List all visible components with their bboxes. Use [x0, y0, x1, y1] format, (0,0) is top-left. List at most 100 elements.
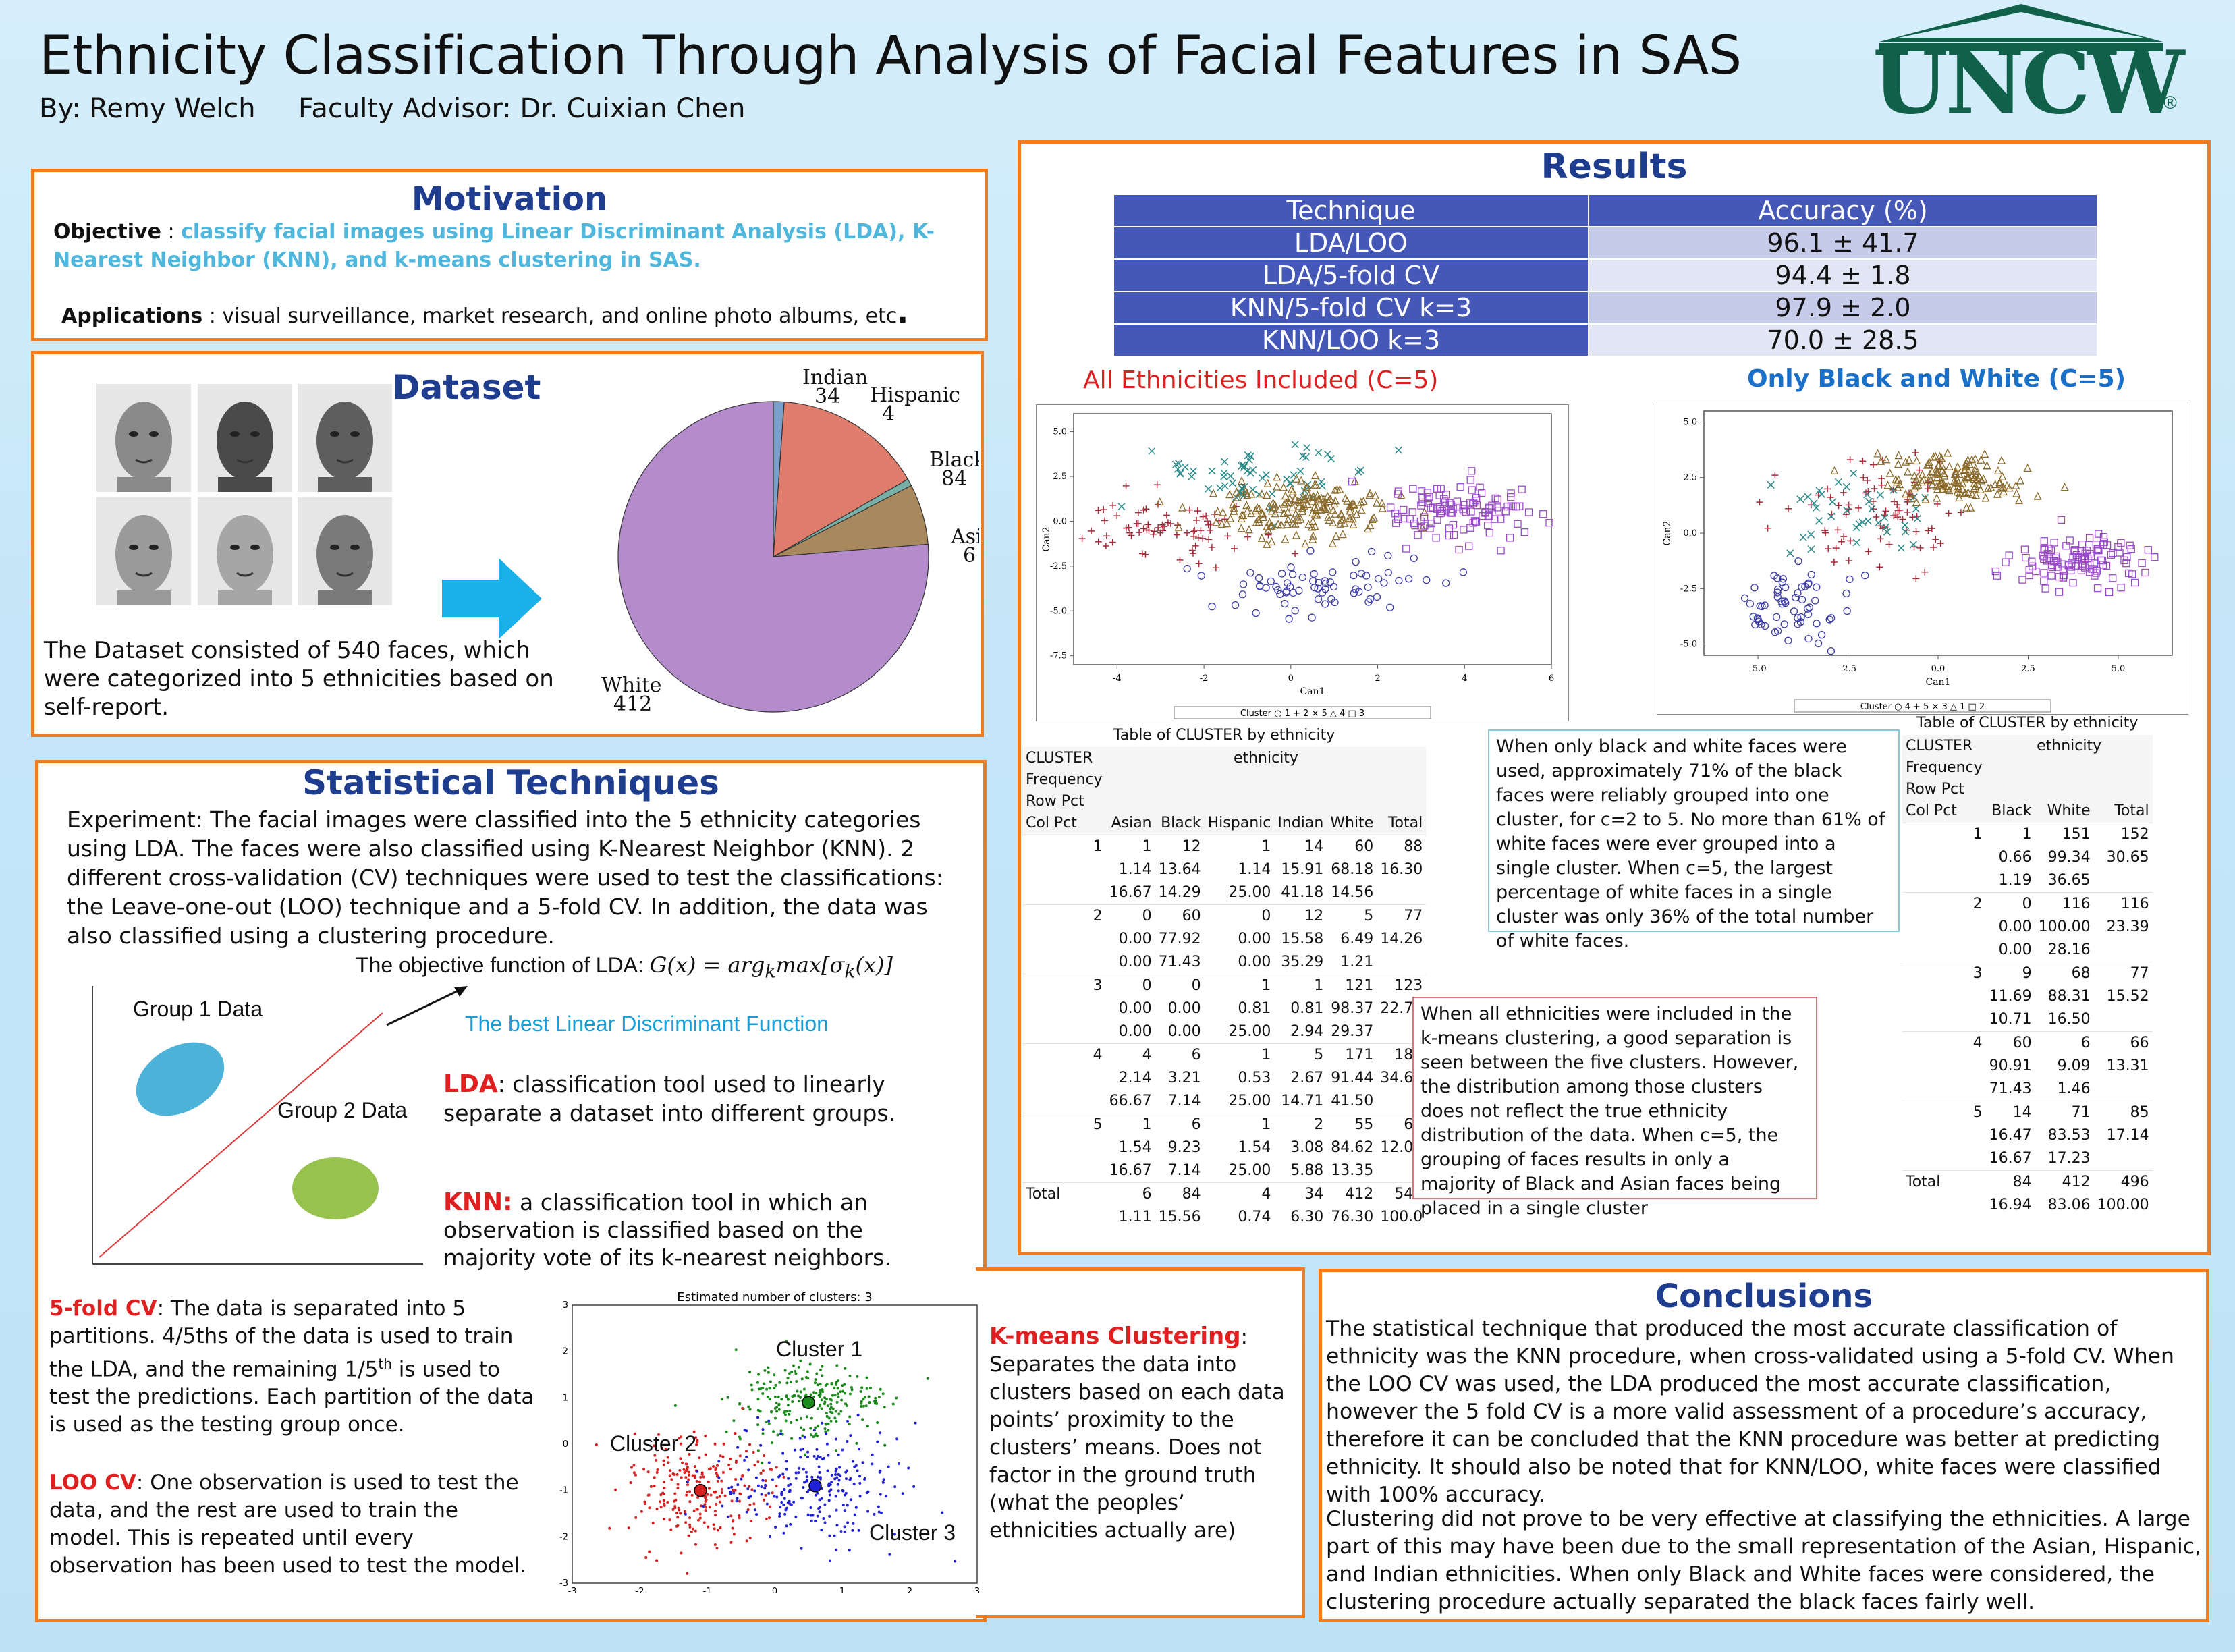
scatter-point [1263, 478, 1272, 487]
scatter-point [1933, 493, 1941, 502]
kmeans-point [809, 1433, 812, 1437]
scatter-point [1465, 542, 1473, 550]
scatter-point [1113, 512, 1121, 520]
scatter-point [2057, 516, 2066, 524]
scatter-point [2093, 545, 2101, 553]
crosstab-cell [2094, 1078, 2153, 1101]
crosstab-cell: 100.00 [2038, 918, 2091, 935]
kmeans-point [794, 1369, 797, 1373]
scatter-point [1232, 487, 1241, 496]
scatter-point [1749, 613, 1757, 621]
kmeans-point [762, 1498, 765, 1502]
kmeans-point [816, 1454, 819, 1458]
kmeans-point [825, 1414, 829, 1418]
kmeans-point [727, 1515, 730, 1518]
scatter-point [1350, 589, 1358, 597]
kmeans-point [695, 1443, 698, 1446]
kmeans-point [799, 1456, 802, 1459]
crosstab-cell: 83.53 [2047, 1127, 2091, 1144]
kmeans-point [794, 1471, 798, 1475]
scatter-point [2078, 561, 2086, 570]
crosstab-black-white: Table of CLUSTER by ethnicity CLUSTER Freq… [1902, 712, 2153, 1217]
kmeans-point [688, 1525, 692, 1529]
technique-header: Technique [1113, 194, 1589, 227]
scatter-point [1794, 557, 1802, 566]
kmeans-point [885, 1495, 888, 1498]
kmeans-point [686, 1490, 689, 1493]
scatter-point [2093, 584, 2102, 593]
scatter-point [1912, 505, 1920, 513]
scatter-point [1937, 478, 1946, 487]
kmeans-point [797, 1365, 800, 1369]
scatter-point [1983, 461, 1991, 470]
scatter-point [1873, 449, 1882, 458]
kmeans-point [844, 1470, 848, 1474]
kmeans-point [819, 1392, 822, 1396]
kmeans-point [713, 1543, 717, 1547]
kmeans-point [669, 1528, 673, 1531]
y-tick-label: 0 [563, 1439, 568, 1450]
kmeans-point [789, 1381, 792, 1384]
kmeans-point [693, 1474, 696, 1477]
crosstab-cell: 14.71 [1281, 1093, 1324, 1109]
crosstab-cell: 55 [1327, 1113, 1377, 1136]
scatter-point [2086, 549, 2094, 558]
kmeans-point [688, 1523, 692, 1526]
x-tick-label: 6 [1549, 673, 1554, 684]
kmeans-point [787, 1484, 790, 1487]
scatter-point [1879, 525, 1887, 532]
scatter-point [1964, 472, 1973, 481]
scatter-point [1183, 529, 1190, 536]
scatter-point [1238, 461, 1246, 469]
table-row: 0.00 100.00 23.39 [1902, 916, 2153, 939]
kmeans-point [827, 1499, 831, 1502]
table-row: 66.67 7.14 25.00 14.71 41.50 [1022, 1090, 1426, 1113]
crosstab-colgroup: ethnicity [1105, 747, 1427, 791]
scatter-point [1943, 448, 1952, 457]
crosstab-cell: 71.43 [1158, 954, 1201, 970]
crosstab-cell: 0.00 [1167, 1023, 1201, 1040]
kmeans-point [829, 1488, 833, 1491]
scatter-point [1304, 520, 1313, 528]
kmeans-point [690, 1493, 694, 1497]
kmeans-point [753, 1464, 756, 1467]
scatter-point [1897, 544, 1905, 552]
crosstab-cluster-label [1022, 881, 1106, 905]
scatter-point [1308, 508, 1317, 517]
scatter-point [1321, 577, 1329, 585]
scatter-point [1212, 564, 1219, 572]
scatter-point [1301, 494, 1310, 503]
crosstab-cell: 1 [1985, 823, 2035, 846]
scatter-point [1136, 528, 1143, 536]
scatter-point [1310, 503, 1319, 512]
kmeans-point [771, 1491, 774, 1495]
face-photo [198, 497, 292, 605]
scatter-point [1811, 597, 1819, 605]
crosstab-total-cell: 16.94 [1989, 1196, 2032, 1213]
scatter-point [1890, 498, 1898, 505]
legend-text: Cluster ○ 1 + 2 × 5 △ 4 □ 3 [1240, 709, 1364, 719]
kmeans-point [662, 1499, 665, 1502]
kmeans-point [835, 1381, 838, 1384]
kmeans-point [893, 1533, 896, 1536]
kmeans-point [653, 1454, 657, 1457]
scatter-point [1291, 441, 1299, 449]
scatter-point [2141, 568, 2149, 577]
kmeans-point [835, 1548, 838, 1551]
kmeans-point [788, 1410, 792, 1413]
kmeans-point [794, 1477, 798, 1480]
scatter-point [1840, 533, 1848, 541]
scatter-point [1263, 539, 1271, 548]
kmeans-point [819, 1477, 822, 1481]
scatter-point [1176, 469, 1184, 477]
scatter-point [1370, 513, 1379, 522]
kmeans-point [770, 1441, 773, 1445]
lda-text: : classification tool used to linearly s… [443, 1071, 896, 1126]
kmeans-point [812, 1391, 816, 1394]
kmeans-point [703, 1495, 707, 1498]
scatter-point [1497, 547, 1505, 555]
scatter-point [1271, 509, 1279, 518]
scatter-point [1773, 593, 1782, 601]
scatter-point [1450, 531, 1458, 539]
table-row: LDA/LOO 96.1 ± 41.7 [1113, 226, 2098, 260]
